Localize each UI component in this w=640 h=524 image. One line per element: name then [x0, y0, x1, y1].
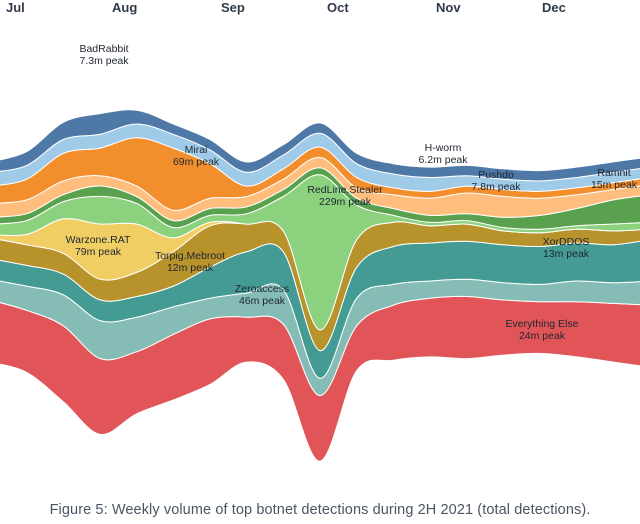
series-label-redline-name: RedLine.Stealer [307, 184, 383, 196]
month-label-jul: Jul [6, 0, 25, 15]
month-label-oct: Oct [327, 0, 349, 15]
series-label-torpig-name: Torpig.Mebroot [155, 250, 225, 262]
figure-caption: Figure 5: Weekly volume of top botnet de… [49, 502, 591, 518]
stream-layers [0, 109, 640, 462]
series-label-mirai-peak: 69m peak [173, 156, 220, 168]
month-label-dec: Dec [542, 0, 566, 15]
series-labels: BadRabbit 7.3m peak Mirai 69m peak Warzo… [66, 43, 638, 342]
series-label-xorddos-name: XorDDOS [543, 236, 590, 248]
month-axis: Jul Aug Sep Oct Nov Dec [6, 0, 566, 15]
month-label-nov: Nov [436, 0, 461, 15]
series-label-badrabbit-peak: 7.3m peak [79, 55, 129, 67]
series-label-warzone-name: Warzone.RAT [66, 234, 131, 246]
series-label-redline-peak: 229m peak [319, 196, 372, 208]
stream-layer-badrabbit [0, 109, 640, 182]
series-label-torpig-peak: 12m peak [167, 262, 214, 274]
month-label-aug: Aug [112, 0, 137, 15]
streamgraph-chart: Jul Aug Sep Oct Nov Dec BadRabbit 7.3m p… [0, 0, 640, 462]
series-label-hworm-peak: 6.2m peak [418, 154, 468, 166]
series-label-badrabbit-name: BadRabbit [79, 43, 128, 55]
series-label-zeroaccess-peak: 46m peak [239, 295, 286, 307]
series-label-ramnit-peak: 15m peak [591, 179, 638, 191]
series-label-pushdo-name: Pushdo [478, 169, 514, 181]
series-label-everything-else-name: Everything Else [506, 318, 579, 330]
month-label-sep: Sep [221, 0, 245, 15]
series-label-xorddos-peak: 13m peak [543, 248, 590, 260]
series-label-zeroaccess-name: Zeroaccess [235, 283, 289, 295]
series-label-mirai-name: Mirai [185, 144, 208, 156]
series-label-hworm-name: H-worm [425, 142, 462, 154]
series-label-pushdo-peak: 7.8m peak [471, 181, 521, 193]
series-label-warzone-peak: 79m peak [75, 246, 122, 258]
series-label-ramnit-name: Ramnit [597, 167, 630, 179]
series-label-everything-else-peak: 24m peak [519, 330, 566, 342]
